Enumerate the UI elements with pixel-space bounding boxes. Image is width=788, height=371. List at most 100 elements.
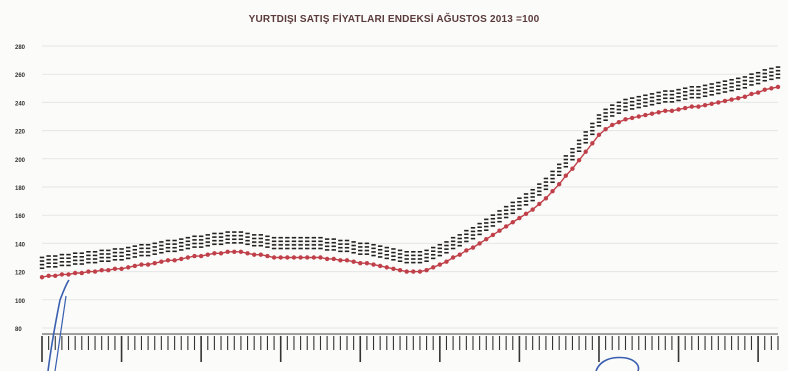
data-point (404, 269, 409, 274)
data-point (384, 265, 389, 270)
data-point (742, 94, 748, 99)
data-point (576, 158, 582, 163)
data-point (106, 267, 111, 273)
data-point (218, 251, 224, 256)
data-point (245, 251, 250, 256)
data-point (530, 207, 535, 212)
pen-annotations (47, 279, 640, 371)
data-point (172, 258, 177, 263)
data-point (285, 255, 290, 260)
data-point (563, 173, 569, 178)
data-point (656, 110, 661, 115)
data-point (702, 103, 708, 108)
data-point (464, 248, 469, 253)
data-point (556, 181, 562, 187)
pen-stroke (47, 279, 70, 371)
data-point (344, 258, 350, 263)
data-point (616, 119, 622, 125)
y-tick-label: 200 (15, 158, 26, 164)
data-point (351, 259, 356, 264)
series-layer (39, 84, 781, 280)
y-tick-label: 140 (15, 242, 26, 248)
data-point (610, 122, 615, 128)
y-tick-label: 160 (15, 214, 26, 220)
data-point (324, 256, 330, 262)
data-point (755, 90, 761, 95)
data-point (66, 272, 71, 277)
data-point (165, 258, 171, 263)
data-point (79, 270, 84, 276)
data-point (132, 263, 138, 269)
data-point (232, 249, 237, 255)
data-point (179, 256, 184, 262)
pen-stroke (595, 356, 640, 371)
data-point (212, 251, 217, 256)
data-point (298, 255, 303, 260)
data-point (775, 84, 781, 90)
data-point (470, 245, 476, 250)
gridlines (42, 45, 778, 329)
data-point (125, 265, 131, 270)
pen-stroke (54, 295, 67, 371)
data-point (377, 263, 383, 269)
data-point (696, 104, 701, 109)
data-point (46, 273, 51, 279)
data-point (649, 111, 655, 116)
data-point (152, 260, 157, 266)
data-point (490, 232, 496, 238)
data-point (636, 114, 641, 119)
data-point (391, 266, 396, 271)
data-point (185, 255, 191, 260)
data-point (457, 252, 462, 257)
data-point (291, 255, 297, 260)
data-point (358, 260, 363, 266)
data-point (39, 275, 45, 280)
y-tick-label: 220 (15, 130, 26, 136)
data-labels (39, 66, 781, 270)
data-point (729, 97, 734, 102)
data-point (523, 211, 529, 216)
data-point (762, 87, 767, 92)
data-point (238, 249, 244, 255)
data-point (278, 255, 283, 260)
data-point (265, 253, 270, 259)
data-point (709, 101, 714, 107)
data-point (722, 98, 728, 104)
y-axis: 80 100 120 140 160 180 200 220 240 260 280 (15, 45, 26, 333)
data-point (258, 252, 264, 257)
data-point (192, 253, 197, 259)
data-point (517, 215, 522, 221)
data-point (271, 255, 277, 260)
data-point (450, 255, 456, 260)
data-point (623, 117, 628, 122)
data-point (119, 266, 124, 271)
data-point (72, 270, 78, 276)
data-point (205, 252, 210, 257)
data-point (663, 108, 668, 114)
data-point (145, 262, 151, 267)
data-point (497, 228, 502, 233)
data-point (371, 262, 376, 267)
data-point (59, 272, 65, 277)
data-point (643, 112, 648, 118)
data-point (305, 255, 310, 260)
data-point (629, 115, 635, 121)
data-point (424, 267, 429, 273)
y-tick-label: 100 (15, 299, 26, 305)
data-point (417, 269, 423, 274)
y-tick-label: 240 (15, 101, 26, 107)
chart-title: YURTDIŞI SATIŞ FİYATLARI ENDEKSİ AĞUSTOS… (248, 14, 540, 25)
data-point (86, 269, 91, 274)
data-point (689, 104, 695, 109)
data-point (537, 201, 542, 207)
data-point (550, 189, 555, 194)
data-point (716, 100, 721, 105)
data-point (251, 252, 257, 257)
data-point (444, 259, 449, 264)
data-point (397, 267, 403, 273)
data-point (92, 269, 98, 274)
y-tick-label: 260 (15, 73, 26, 79)
x-axis (41, 333, 779, 362)
data-point (364, 260, 370, 266)
